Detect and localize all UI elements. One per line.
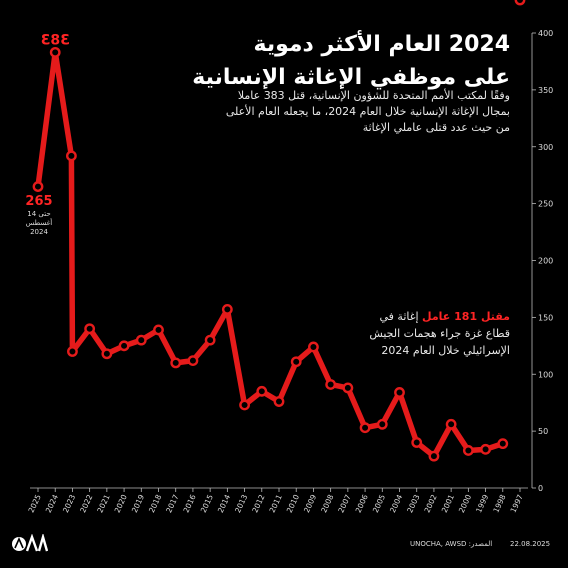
x-tick-label: 2011 xyxy=(268,493,284,514)
data-point xyxy=(325,379,337,390)
x-tick-label: 2018 xyxy=(147,493,163,514)
x-tick-label: 2003 xyxy=(405,493,421,514)
x-tick-label: 2019 xyxy=(130,493,146,514)
data-point xyxy=(67,346,78,357)
x-tick-label: 2006 xyxy=(354,493,370,514)
first-point-label: 265 xyxy=(25,194,53,209)
subtitle-line-1: وفقًا لمكتب الأمم المتحدة للشؤون الإنسان… xyxy=(237,89,510,102)
data-point xyxy=(153,324,164,336)
data-point xyxy=(49,46,61,58)
first-point-note-1: حتى 14 xyxy=(27,210,51,218)
x-tick-label: 2002 xyxy=(423,493,439,514)
chart-subtitle: وفقًا لمكتب الأمم المتحدة للشؤون الإنسان… xyxy=(210,88,510,136)
y-tick-label: 200 xyxy=(538,257,553,266)
subtitle-line-3: من حيث عدد قتلى عاملي الإغاثة xyxy=(362,121,510,134)
y-tick-label: 250 xyxy=(538,200,553,209)
x-tick-label: 2021 xyxy=(95,493,111,514)
annotation-highlight: مقتل 181 عامل xyxy=(422,310,510,323)
data-point xyxy=(118,340,130,352)
annotation-text-2: قطاع غزة جراء هجمات الجيش xyxy=(369,327,510,340)
data-point xyxy=(359,422,371,434)
y-tick-label: 0 xyxy=(538,484,543,493)
x-tick-label: 2007 xyxy=(336,493,352,514)
data-point xyxy=(204,334,216,346)
data-point xyxy=(239,399,250,411)
aa-logo-icon xyxy=(12,534,48,552)
title-line-1: 2024 العام الأكثر دموية xyxy=(253,32,510,57)
x-tick-label: 2005 xyxy=(371,493,387,514)
x-tick-label: 2001 xyxy=(440,493,456,514)
data-point xyxy=(135,334,147,346)
data-point xyxy=(221,304,233,315)
data-point xyxy=(411,437,423,448)
chart-title: 2024 العام الأكثر دموية على موظفي الإغاث… xyxy=(90,28,510,94)
x-tick-label: 2014 xyxy=(216,493,232,514)
y-tick-label: 350 xyxy=(538,86,553,95)
data-point xyxy=(428,450,440,462)
x-tick-label: 2012 xyxy=(250,493,266,514)
data-point xyxy=(376,418,388,430)
data-point xyxy=(273,396,285,407)
x-tick-label: 2022 xyxy=(78,493,94,514)
first-point-note-2: أغسطس xyxy=(25,219,53,227)
first-point-note: حتى 14 أغسطس 2024 xyxy=(22,210,56,237)
data-point xyxy=(342,382,354,394)
annotation-text-3: الإسرائيلي خلال العام 2024 xyxy=(381,344,510,357)
data-point xyxy=(394,387,405,398)
data-point xyxy=(32,181,44,192)
peak-label: 383 xyxy=(41,32,70,48)
x-tick-label: 2025 xyxy=(27,493,43,514)
data-point xyxy=(480,443,491,455)
first-point-note-3: 2024 xyxy=(30,228,48,236)
y-tick-label: 400 xyxy=(538,29,553,38)
data-point xyxy=(101,348,113,360)
data-point xyxy=(497,438,509,450)
data-point xyxy=(514,0,526,6)
y-tick-label: 150 xyxy=(538,313,553,322)
x-tick-label: 2017 xyxy=(164,493,180,514)
title-line-2: على موظفي الإغاثة الإنسانية xyxy=(192,65,510,90)
x-tick-label: 2020 xyxy=(113,493,129,514)
date-text: 22.08.2025 xyxy=(510,540,551,548)
data-point xyxy=(256,385,268,397)
y-tick-label: 300 xyxy=(538,143,553,152)
x-tick-label: 2010 xyxy=(285,493,301,514)
x-tick-label: 2009 xyxy=(302,493,318,514)
data-point xyxy=(462,445,474,456)
source-text: المصدر: UNOCHA, AWSD xyxy=(410,540,493,548)
subtitle-line-2: بمجال الإغاثة الإنسانية خلال العام 2024،… xyxy=(225,105,510,118)
data-point xyxy=(445,418,457,430)
y-tick-label: 50 xyxy=(538,427,548,436)
x-tick-label: 2013 xyxy=(233,493,249,514)
x-tick-label: 1998 xyxy=(491,493,507,514)
x-tick-label: 2023 xyxy=(61,493,77,514)
data-point xyxy=(187,355,199,366)
data-point xyxy=(65,150,77,162)
x-tick-label: 2004 xyxy=(388,493,404,514)
x-tick-label: 2015 xyxy=(199,493,215,514)
x-tick-label: 2008 xyxy=(319,493,335,514)
annotation-text-1: إغاثة في xyxy=(379,310,423,323)
gaza-annotation: مقتل 181 عامل إغاثة في قطاع غزة جراء هجم… xyxy=(320,308,510,359)
data-point xyxy=(290,356,302,368)
x-tick-label: 1997 xyxy=(509,493,525,514)
x-tick-label: 2000 xyxy=(457,493,473,514)
x-tick-label: 2016 xyxy=(182,493,198,514)
data-point xyxy=(170,357,182,369)
data-point xyxy=(84,323,96,335)
x-tick-label: 1999 xyxy=(474,493,490,514)
data-point xyxy=(308,341,319,353)
x-tick-label: 2024 xyxy=(44,493,60,514)
y-tick-label: 100 xyxy=(538,370,553,379)
